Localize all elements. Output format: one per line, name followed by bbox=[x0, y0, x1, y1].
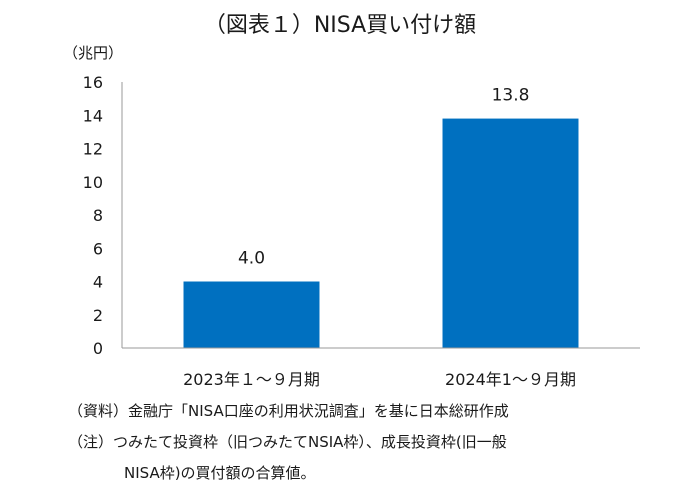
y-tick-label: 16 bbox=[83, 73, 103, 92]
y-tick-label: 0 bbox=[93, 339, 103, 358]
y-tick-label: 2 bbox=[93, 306, 103, 325]
note-line-remark-continued: NISA枠)の買付額の合算値。 bbox=[124, 464, 316, 482]
source-notes: （資料）金融庁「NISA口座の利用状況調査」を基に日本総研作成 （注）つみたて投… bbox=[68, 402, 509, 482]
y-tick-label: 12 bbox=[83, 140, 103, 159]
bars-group bbox=[183, 118, 579, 348]
bar bbox=[442, 118, 579, 348]
x-axis-category-labels: 2023年１～９月期 2024年1～９月期 bbox=[183, 370, 576, 389]
y-axis-tick-labels: 0 2 4 6 8 10 12 14 16 bbox=[83, 73, 103, 358]
chart-title: （図表１）NISA買い付け額 bbox=[204, 13, 476, 38]
y-tick-label: 10 bbox=[83, 173, 103, 192]
note-line-remark: （注）つみたて投資枠（旧つみたてNSIA枠）、成長投資枠(旧一般 bbox=[68, 433, 507, 451]
data-label: 4.0 bbox=[238, 249, 265, 269]
y-tick-label: 8 bbox=[93, 206, 103, 225]
note-line-source: （資料）金融庁「NISA口座の利用状況調査」を基に日本総研作成 bbox=[68, 402, 509, 420]
category-label: 2023年１～９月期 bbox=[183, 370, 320, 389]
category-label: 2024年1～９月期 bbox=[445, 370, 576, 389]
y-tick-label: 6 bbox=[93, 239, 103, 258]
data-labels-group: 4.0 13.8 bbox=[238, 86, 529, 269]
y-axis-unit-label: （兆円） bbox=[63, 44, 123, 62]
bar bbox=[183, 281, 320, 348]
y-tick-label: 4 bbox=[93, 273, 103, 292]
y-tick-label: 14 bbox=[83, 106, 103, 125]
data-label: 13.8 bbox=[492, 86, 530, 106]
